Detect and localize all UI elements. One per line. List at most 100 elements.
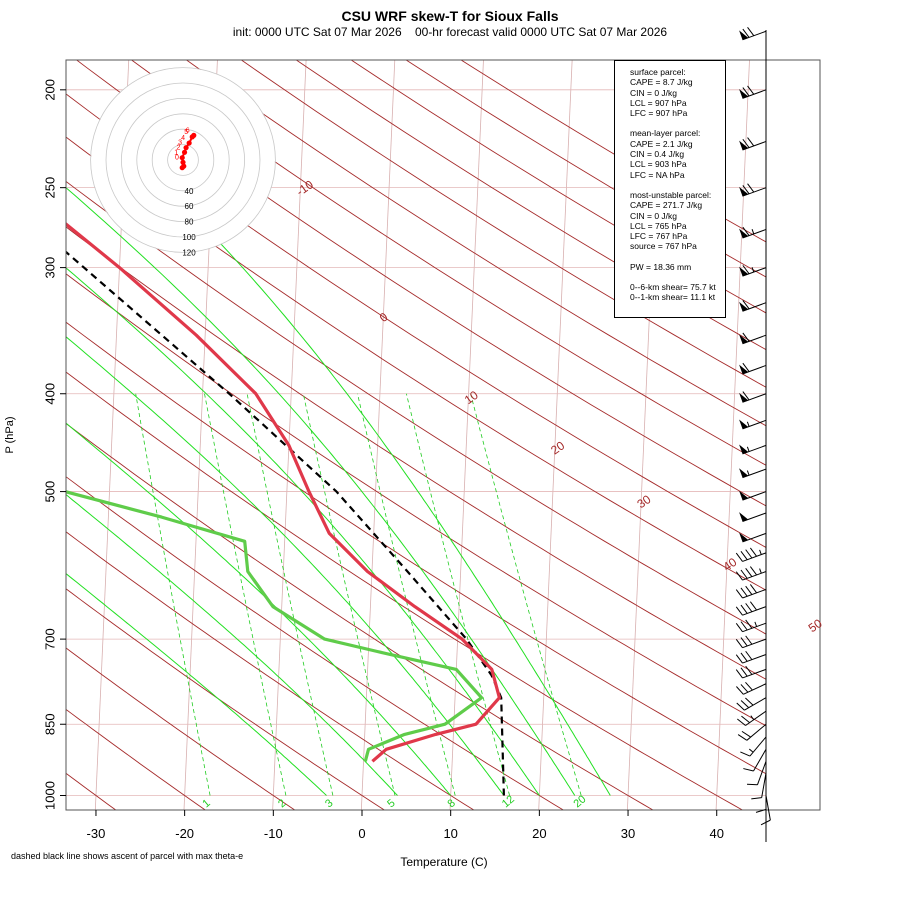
info-line: LFC = NA hPa [630,169,685,180]
hodograph-point [181,149,188,155]
dry-adiabat [66,180,766,635]
isotherm-label: -10 [294,177,317,199]
info-line: CAPE = 271.7 J/kg [630,200,703,211]
y-tick-label: 1000 [42,781,57,810]
dry-adiabat [66,531,475,810]
mixing-ratio-line [302,393,396,796]
isotherm-label: 20 [548,438,567,457]
wind-barb [735,665,767,679]
info-line: CAPE = 2.1 J/kg [630,138,693,149]
mean-layer-heading: mean-layer parcel: [630,128,701,139]
info-line: LFC = 907 hPa [630,108,688,119]
hodograph-height-label: 3 [178,140,182,147]
dry-adiabat [66,708,207,810]
hodograph-point [181,163,187,169]
surface-heading: surface parcel: [630,67,686,77]
footnote: dashed black line shows ascent of parcel… [11,851,244,861]
hodograph-height-label: 5 [184,129,188,136]
wind-barb [739,468,767,479]
moist-adiabat [66,187,576,796]
x-tick-label: 20 [532,826,546,841]
dewpoint-line [66,490,484,762]
wind-barb [739,490,767,501]
isotherm-line [893,0,900,817]
wind-barb [739,300,767,312]
chart-title: CSU WRF skew-T for Sioux Falls [341,8,559,24]
dry-adiabat [66,273,766,727]
info-line: CIN = 0 J/kg [630,87,678,98]
hodograph-height-label: 4 [181,135,185,142]
isotherm-label: 30 [635,492,654,511]
wind-barb [737,723,767,741]
info-line: CIN = 0.4 J/kg [630,149,685,160]
y-tick-label: 500 [42,481,57,503]
wind-barb [740,736,767,757]
hodograph-point [191,132,197,138]
dry-adiabat [75,60,766,507]
moist-adiabat [66,267,540,796]
wind-barb [739,332,767,345]
moist-adiabat [66,336,505,796]
dry-adiabat [0,0,35,817]
wind-barb [736,697,767,711]
wind-barb [735,635,767,649]
wind-barb [735,619,767,633]
wind-barb [739,362,767,375]
dry-adiabat [240,60,766,388]
hodograph-point [183,145,189,151]
dry-adiabat [66,476,565,810]
precipitable-water: PW = 18.36 mm [630,261,692,272]
y-tick-label: 700 [42,628,57,650]
mixing-ratio-line [135,393,211,796]
dry-adiabat [185,60,766,427]
isotherm-line [6,0,53,817]
wind-barb [760,795,771,826]
y-axis-label: P (hPa) [4,416,16,453]
shear-line: 0--1-km shear= 11.1 kt [630,292,716,303]
wind-barb [736,681,767,695]
y-tick-label: 300 [42,257,57,279]
wind-barb [751,772,767,800]
shear-line: 0--6-km shear= 75.7 kt [630,282,716,293]
mixing-ratio-label: 2 [276,797,288,810]
mixing-ratio-line [357,393,456,796]
info-line: CAPE = 8.7 J/kg [630,77,693,88]
info-line: CIN = 0 J/kg [630,210,678,221]
wind-barb [739,532,767,543]
wind-barb [746,761,767,786]
isotherm-label: 50 [806,616,825,635]
isotherm-line [449,60,484,810]
x-axis-label: Temperature (C) [400,855,488,869]
mixing-ratio-label: 5 [385,797,397,810]
x-tick-label: -10 [264,826,283,841]
wind-barb [739,444,767,455]
isotherm-line [94,60,130,810]
hodograph-ring-label: 120 [182,248,196,257]
isotherm-line [715,60,750,810]
hodograph-ring-label: 40 [185,187,194,196]
x-tick-label: 40 [709,826,723,841]
wind-barb [739,85,767,99]
wind-barb [739,137,767,151]
mixing-ratio-line [406,393,510,796]
wind-barb [739,512,767,522]
hodograph-ring [90,67,276,253]
isotherm-line [360,60,396,810]
hodograph-ring-label: 60 [185,202,194,211]
info-line: LCL = 903 hPa [630,159,687,170]
dry-adiabat [66,588,386,810]
chart-subtitle: init: 0000 UTC Sat 07 Mar 2026 00-hr for… [232,25,668,39]
isotherm-label: 0 [377,309,391,324]
wind-barb [735,650,767,664]
wind-barb [739,391,767,403]
dry-adiabat [295,60,766,351]
info-line: LFC = 767 hPa [630,231,688,242]
info-line: LCL = 765 hPa [630,220,687,231]
x-tick-label: 0 [358,826,365,841]
mixing-ratio-line [246,393,334,796]
hodograph-height-label: 6 [186,127,190,134]
x-tick-label: -20 [175,826,194,841]
mixing-ratio-line [204,393,287,796]
wind-barb [739,265,767,277]
